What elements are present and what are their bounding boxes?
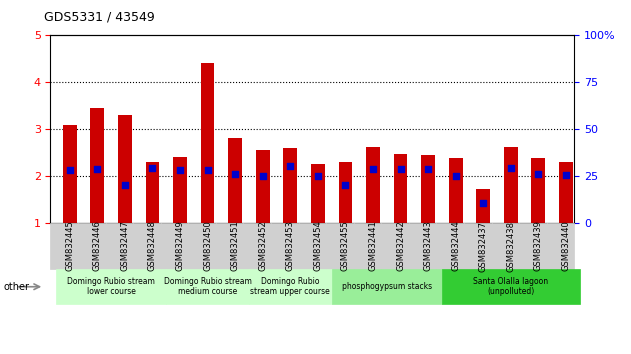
Point	[478, 200, 488, 206]
Point	[340, 182, 350, 187]
Text: phosphogypsum stacks: phosphogypsum stacks	[342, 282, 432, 291]
Point	[368, 166, 378, 172]
Text: GSM832438: GSM832438	[506, 221, 516, 272]
Text: GSM832446: GSM832446	[93, 221, 102, 272]
Text: GDS5331 / 43549: GDS5331 / 43549	[44, 11, 155, 24]
Text: GSM832445: GSM832445	[65, 221, 74, 272]
Point	[175, 167, 185, 173]
Bar	[559, 162, 573, 223]
Text: Domingo Rubio
stream upper course: Domingo Rubio stream upper course	[251, 277, 330, 296]
Point	[230, 171, 240, 177]
Bar	[228, 138, 242, 223]
Point	[148, 165, 158, 171]
Text: Domingo Rubio stream
medium course: Domingo Rubio stream medium course	[163, 277, 252, 296]
Bar	[146, 162, 160, 223]
Bar	[422, 155, 435, 223]
Point	[120, 182, 130, 187]
Text: GSM832452: GSM832452	[258, 221, 267, 272]
Bar	[173, 157, 187, 223]
Text: GSM832439: GSM832439	[534, 221, 543, 272]
Text: GSM832444: GSM832444	[451, 221, 460, 272]
Text: Domingo Rubio stream
lower course: Domingo Rubio stream lower course	[67, 277, 155, 296]
Text: GSM832451: GSM832451	[231, 221, 240, 272]
Bar	[201, 63, 215, 223]
Bar	[63, 125, 77, 223]
Point	[533, 171, 543, 177]
Point	[92, 166, 102, 172]
Bar	[256, 150, 269, 223]
Text: GSM832450: GSM832450	[203, 221, 212, 272]
Bar	[531, 158, 545, 223]
Point	[313, 173, 323, 178]
Bar	[504, 147, 517, 223]
Point	[203, 168, 213, 173]
Bar	[118, 115, 132, 223]
Point	[423, 166, 433, 172]
Text: GSM832454: GSM832454	[314, 221, 322, 272]
Text: GSM832442: GSM832442	[396, 221, 405, 272]
Point	[65, 167, 75, 173]
Bar	[90, 108, 104, 223]
Bar	[339, 162, 352, 223]
Text: GSM832443: GSM832443	[423, 221, 433, 272]
Text: other: other	[3, 282, 29, 292]
Text: GSM832441: GSM832441	[369, 221, 377, 272]
Text: Santa Olalla lagoon
(unpolluted): Santa Olalla lagoon (unpolluted)	[473, 277, 548, 296]
Text: GSM832448: GSM832448	[148, 221, 157, 272]
Bar	[449, 158, 463, 223]
Bar	[311, 164, 325, 223]
Bar	[283, 148, 297, 223]
Bar	[394, 154, 408, 223]
Bar	[366, 147, 380, 223]
Point	[561, 172, 571, 178]
Point	[257, 173, 268, 178]
Text: GSM832455: GSM832455	[341, 221, 350, 272]
Text: GSM832437: GSM832437	[479, 221, 488, 272]
Text: GSM832440: GSM832440	[562, 221, 570, 272]
Point	[396, 166, 406, 171]
Point	[451, 173, 461, 178]
Bar	[476, 189, 490, 223]
Text: GSM832453: GSM832453	[286, 221, 295, 272]
Text: GSM832447: GSM832447	[121, 221, 129, 272]
Point	[285, 163, 295, 169]
Point	[506, 165, 516, 171]
Text: GSM832449: GSM832449	[175, 221, 184, 272]
